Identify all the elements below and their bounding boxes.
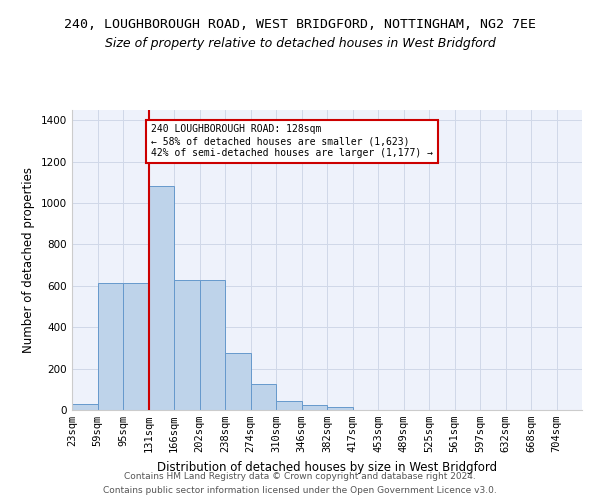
Bar <box>302 405 327 410</box>
Text: Size of property relative to detached houses in West Bridgford: Size of property relative to detached ho… <box>104 38 496 51</box>
Bar <box>327 407 353 410</box>
Bar <box>276 400 302 410</box>
Bar <box>72 404 97 410</box>
Bar <box>149 186 174 410</box>
Bar <box>123 283 149 410</box>
Text: Contains HM Land Registry data © Crown copyright and database right 2024.: Contains HM Land Registry data © Crown c… <box>124 472 476 481</box>
Bar <box>199 280 225 410</box>
X-axis label: Distribution of detached houses by size in West Bridgford: Distribution of detached houses by size … <box>157 460 497 473</box>
Text: 240 LOUGHBOROUGH ROAD: 128sqm
← 58% of detached houses are smaller (1,623)
42% o: 240 LOUGHBOROUGH ROAD: 128sqm ← 58% of d… <box>151 124 433 158</box>
Bar <box>225 353 251 410</box>
Bar <box>174 280 199 410</box>
Bar <box>251 384 276 410</box>
Y-axis label: Number of detached properties: Number of detached properties <box>22 167 35 353</box>
Bar <box>97 283 123 410</box>
Text: Contains public sector information licensed under the Open Government Licence v3: Contains public sector information licen… <box>103 486 497 495</box>
Text: 240, LOUGHBOROUGH ROAD, WEST BRIDGFORD, NOTTINGHAM, NG2 7EE: 240, LOUGHBOROUGH ROAD, WEST BRIDGFORD, … <box>64 18 536 30</box>
